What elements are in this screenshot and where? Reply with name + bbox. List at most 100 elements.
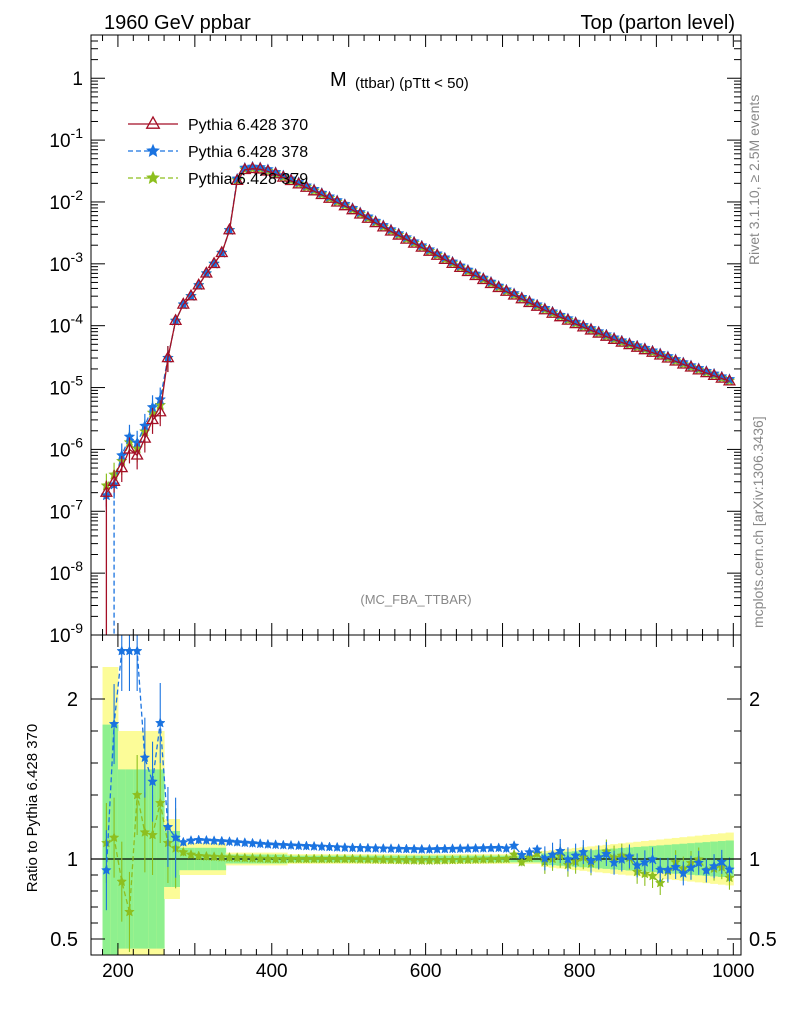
marker-s370 [115, 460, 129, 473]
marker-s370 [707, 368, 721, 381]
ratio-y-tick-label-right: 0.5 [749, 929, 777, 951]
y-tick-label: 10-8 [49, 558, 83, 585]
ratio-marker-s378 [308, 840, 320, 851]
marker-s370 [484, 276, 498, 289]
marker-s370 [407, 236, 421, 248]
y-tick-label: 10-1 [49, 125, 83, 152]
collider-label: 1960 GeV ppbar [104, 12, 251, 34]
marker-s370 [315, 187, 329, 200]
marker-s370 [615, 335, 629, 347]
legend-marker-s379 [146, 170, 160, 184]
process-label: Top (parton level) [580, 12, 735, 34]
ratio-line-s378 [105, 650, 730, 875]
marker-s370 [261, 164, 275, 176]
ratio-marker-s378 [639, 856, 651, 867]
ratio-marker-s378 [516, 849, 528, 860]
ratio-marker-s378 [616, 853, 628, 865]
marker-s370 [461, 264, 475, 277]
ratio-marker-s378 [300, 840, 312, 851]
marker-s370 [399, 232, 413, 244]
marker-s370 [430, 248, 444, 260]
y-tick-label: 10-4 [49, 311, 83, 338]
ratio-marker-s378 [139, 752, 151, 763]
ratio-marker-s378 [624, 850, 635, 862]
ratio-marker-s378 [693, 857, 705, 868]
ratio-marker-s379 [216, 851, 228, 862]
ratio-marker-s378 [239, 837, 251, 848]
main-y-axis: 10-9 10-8 10-7 10-6 10-5 10-4 10-3 10-2 10-1 1 [49, 34, 741, 647]
ratio-y-axis: 0.5 0.5 1 1 2 2 [50, 666, 777, 951]
marker-s370 [207, 256, 221, 269]
marker-s370 [276, 170, 290, 182]
ratio-marker-s378 [539, 852, 551, 863]
ratio-y-tick-label: 0.5 [50, 929, 78, 951]
ratio-marker-s378 [285, 839, 297, 850]
ratio-marker-s378 [293, 840, 305, 851]
marker-s370 [353, 207, 367, 219]
marker-s370 [146, 412, 160, 425]
marker-s370 [192, 277, 206, 290]
ratio-marker-s378 [608, 857, 620, 868]
ratio-marker-s378 [100, 864, 112, 875]
main-series-group [99, 160, 736, 635]
marker-s370 [692, 362, 706, 375]
marker-s370 [638, 342, 652, 355]
marker-s370 [507, 288, 521, 300]
chart-title-main: M [330, 69, 347, 91]
ratio-y-tick-label: 2 [67, 689, 78, 711]
chart-title-sub: (ttbar) (pTtt < 50) [355, 75, 469, 92]
ratio-panel: 0.5 0.5 1 1 2 2 200 400 600 800 1000 Ratio to Pyt… [24, 634, 777, 982]
marker-s370 [153, 404, 167, 417]
marker-s370 [584, 323, 598, 335]
ratio-y-label: Ratio to Pythia 6.428 370 [24, 724, 41, 892]
ratio-marker-s379 [524, 852, 535, 863]
ratio-marker-s378 [108, 718, 120, 729]
x-axis: 200 400 600 800 1000 [102, 635, 754, 982]
marker-s370 [376, 219, 390, 232]
marker-s370 [230, 173, 244, 186]
y-tick-label: 10-7 [49, 496, 83, 523]
ratio-marker-s378 [577, 846, 589, 857]
marker-s370 [138, 431, 152, 443]
ratio-y-tick-label-right: 2 [749, 689, 760, 711]
ratio-marker-s378 [147, 776, 158, 787]
marker-s370 [622, 337, 636, 350]
marker-s370 [269, 166, 283, 179]
ratio-y-tick-label: 1 [67, 849, 78, 871]
series-line-s379 [105, 167, 730, 486]
main-panel: 10-910-810-710-610-510-410-310-210-11 M … [49, 34, 742, 647]
ratio-marker-s378 [531, 843, 543, 855]
ratio-marker-s378 [554, 845, 566, 856]
ratio-marker-s378 [585, 855, 597, 866]
ratio-marker-s378 [500, 842, 512, 854]
ratio-marker-s378 [562, 853, 574, 864]
marker-s370 [369, 215, 383, 228]
ratio-marker-s378 [216, 835, 228, 846]
legend-label-s378: Pythia 6.428 378 [188, 144, 308, 161]
ratio-marker-s378 [600, 848, 612, 859]
marker-s370 [246, 161, 260, 174]
ratio-marker-s378 [177, 836, 189, 847]
legend: Pythia 6.428 370 Pythia 6.428 378 Pythia 6… [128, 115, 308, 188]
rivet-version-note: Rivet 3.1.10, ≥ 2.5M events [746, 95, 762, 265]
ratio-marker-s379 [247, 852, 258, 863]
ratio-series-group [100, 635, 735, 952]
ratio-marker-s378 [493, 842, 505, 853]
ratio-marker-s378 [724, 863, 735, 875]
ratio-marker-s378 [154, 717, 166, 728]
marker-s370 [553, 309, 567, 322]
ratio-marker-s379 [647, 870, 658, 881]
marker-s370 [715, 371, 729, 383]
ratio-marker-s379 [516, 856, 528, 867]
ratio-marker-s378 [316, 841, 328, 852]
y-tick-label: 10-5 [49, 373, 83, 400]
marker-s370 [538, 302, 552, 315]
marker-s370 [499, 284, 513, 296]
marker-s370 [384, 224, 398, 236]
marker-s370 [361, 211, 375, 223]
ratio-marker-s378 [277, 839, 289, 850]
marker-s370 [699, 365, 713, 378]
marker-s370 [253, 162, 267, 174]
marker-s370 [222, 222, 236, 235]
